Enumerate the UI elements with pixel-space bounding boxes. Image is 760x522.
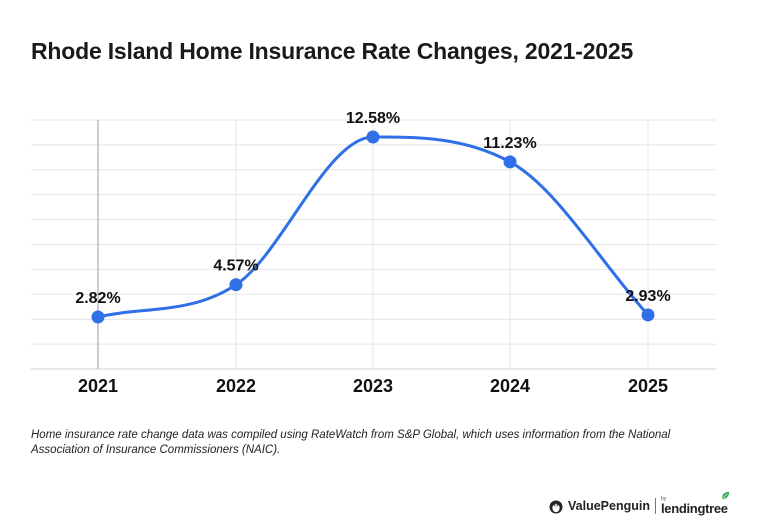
data-points [91,130,655,324]
data-point-2021 [91,310,105,324]
data-labels: 2.82% 4.57% 12.58% 11.23% 2.93% [75,110,670,307]
data-label-2022: 4.57% [213,258,258,275]
penguin-icon [549,500,563,514]
data-label-2023: 12.58% [346,110,400,127]
x-tick-label-2025: 2025 [628,376,668,396]
grid-lines [31,119,716,370]
lendingtree-logo-text: lendingtree [660,501,728,516]
data-point-2022 [229,278,243,292]
chart-title: Rhode Island Home Insurance Rate Changes… [31,38,634,64]
data-label-2024: 11.23% [483,135,536,152]
data-label-2025: 2.93% [625,288,670,305]
line-chart: 2.82% 4.57% 12.58% 11.23% 2.93% 2021 2022 2023… [31,110,716,396]
x-axis-tick-labels: 2021 2022 2023 2024 2025 [78,376,668,396]
data-point-2025 [641,308,655,322]
x-tick-label-2024: 2024 [490,376,530,396]
x-tick-label-2022: 2022 [216,376,256,396]
source-footnote: Home insurance rate change data was comp… [31,429,671,456]
data-point-2024 [503,155,517,169]
leaf-icon [721,491,729,500]
logo-divider [654,498,656,514]
x-tick-label-2023: 2023 [353,376,393,396]
data-point-2023 [366,130,380,144]
chart-area: 2.82% 4.57% 12.58% 11.23% 2.93% 2021 2022 2023… [31,110,716,396]
data-label-2021: 2.82% [75,290,120,307]
brand-logos: ValuePenguin by lendingtree [548,491,729,518]
lendingtree-logo: by lendingtree [660,491,729,516]
x-tick-label-2021: 2021 [78,376,118,396]
valuepenguin-logo-text: ValuePenguin [568,499,650,513]
lendingtree-by-text: by [660,496,667,502]
